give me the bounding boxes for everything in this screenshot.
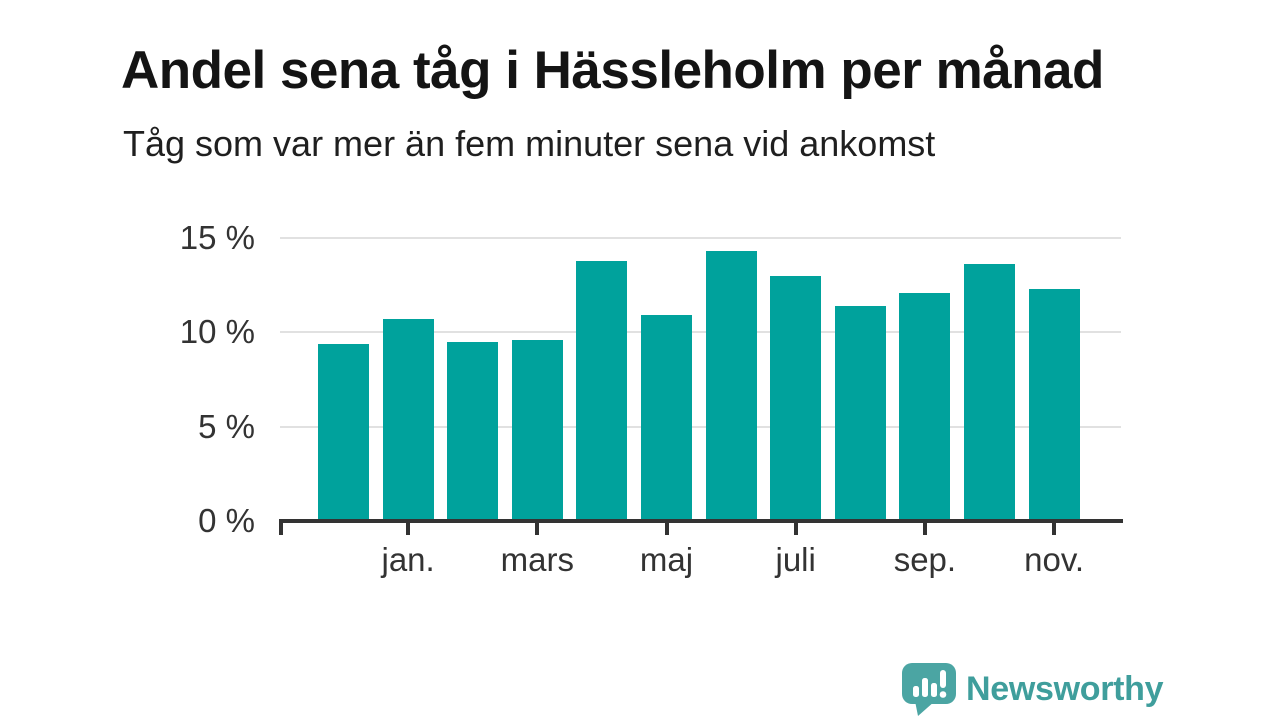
bar-month-9 [834,305,886,521]
y-axis-tick-label-0: 0 % [198,502,255,539]
y-axis-tick-label-5: 5 % [198,407,255,445]
gridline-5pct [280,425,1121,428]
bar-month-7 [705,251,757,521]
x-axis-tick-label-mars: mars [500,541,574,578]
bar-sep. [899,292,951,521]
page-title: Andel sena tåg i Hässleholm per månad [121,40,1104,100]
x-axis-tick-mars [535,521,540,535]
x-axis-line [279,519,1123,523]
bar-jan. [382,319,434,521]
x-axis-tick-label-sep: sep. [893,541,957,578]
x-axis-tick-juli [793,521,798,535]
newsworthy-logo-text: Newsworthy [966,670,1164,708]
x-axis-origin-tick [279,521,283,535]
chart-subtitle: Tåg som var mer än fem minuter sena vid … [123,123,936,164]
x-axis-tick-jan [406,521,411,535]
gridline-10pct [280,331,1121,334]
bar-month-11 [964,264,1015,521]
bar-mars [511,339,563,521]
y-axis-tick-label-10: 10 % [179,313,255,351]
bar-maj [641,315,692,521]
bar-month-1 [318,343,369,521]
x-axis-tick-label-jan: jan. [381,541,435,578]
x-axis-tick-nov [1052,521,1057,535]
x-axis-tick-label-nov: nov. [1024,541,1085,578]
y-axis-tick-label-15: 15 % [179,219,255,256]
gridline-15pct [280,237,1121,239]
x-axis-tick-sep [922,521,927,535]
bar-month-3 [447,341,499,521]
bar-month-5 [576,260,628,521]
bar-chart-plot-area [280,237,1121,521]
bar-nov. [1028,288,1080,521]
x-axis-tick-maj [664,521,669,535]
bar-juli [770,275,822,521]
newsworthy-logo-icon [902,663,956,716]
x-axis-tick-label-juli: juli [775,541,816,578]
x-axis-tick-label-maj: maj [639,541,694,578]
newsworthy-logo: Newsworthy [901,663,1164,716]
